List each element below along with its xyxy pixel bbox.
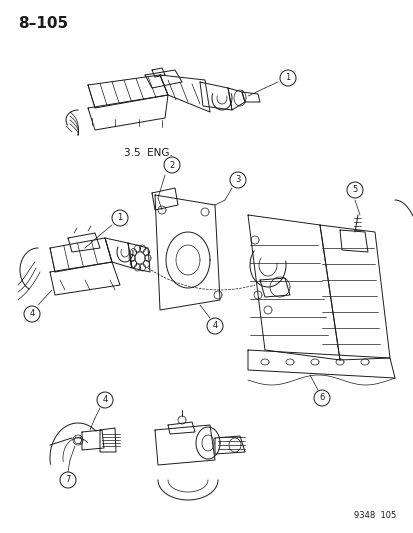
Polygon shape (319, 225, 389, 360)
Text: 8–105: 8–105 (18, 16, 68, 31)
Polygon shape (152, 68, 165, 77)
Text: 7: 7 (65, 475, 71, 484)
Polygon shape (247, 350, 394, 378)
Polygon shape (247, 215, 339, 360)
Circle shape (164, 157, 180, 173)
Polygon shape (214, 436, 244, 454)
Circle shape (346, 182, 362, 198)
Polygon shape (154, 425, 214, 465)
Circle shape (112, 210, 128, 226)
Polygon shape (50, 262, 120, 295)
Polygon shape (259, 278, 289, 297)
Polygon shape (82, 430, 104, 450)
Text: 1: 1 (285, 74, 290, 83)
Circle shape (279, 70, 295, 86)
Text: 3.5  ENG.: 3.5 ENG. (123, 148, 172, 158)
Text: 6: 6 (318, 393, 324, 402)
Polygon shape (242, 92, 259, 102)
Circle shape (24, 306, 40, 322)
Text: 5: 5 (351, 185, 357, 195)
Polygon shape (168, 422, 195, 434)
Text: 9348  105: 9348 105 (353, 511, 395, 520)
Circle shape (97, 392, 113, 408)
Polygon shape (159, 75, 209, 112)
Text: 1: 1 (117, 214, 122, 222)
Circle shape (313, 390, 329, 406)
Circle shape (206, 318, 223, 334)
Text: 3: 3 (235, 175, 240, 184)
Polygon shape (88, 95, 168, 130)
Polygon shape (199, 82, 231, 110)
Text: 2: 2 (169, 160, 174, 169)
Polygon shape (228, 88, 244, 110)
Polygon shape (152, 188, 178, 210)
Polygon shape (50, 238, 112, 272)
Circle shape (230, 172, 245, 188)
Polygon shape (145, 70, 182, 88)
Polygon shape (128, 243, 150, 272)
Polygon shape (339, 230, 367, 252)
Circle shape (60, 472, 76, 488)
Polygon shape (154, 195, 219, 310)
Polygon shape (88, 75, 168, 108)
Text: 4: 4 (212, 321, 217, 330)
Polygon shape (68, 233, 100, 252)
Polygon shape (105, 238, 132, 268)
Polygon shape (100, 428, 116, 452)
Text: 4: 4 (29, 310, 35, 319)
Text: 4: 4 (102, 395, 107, 405)
